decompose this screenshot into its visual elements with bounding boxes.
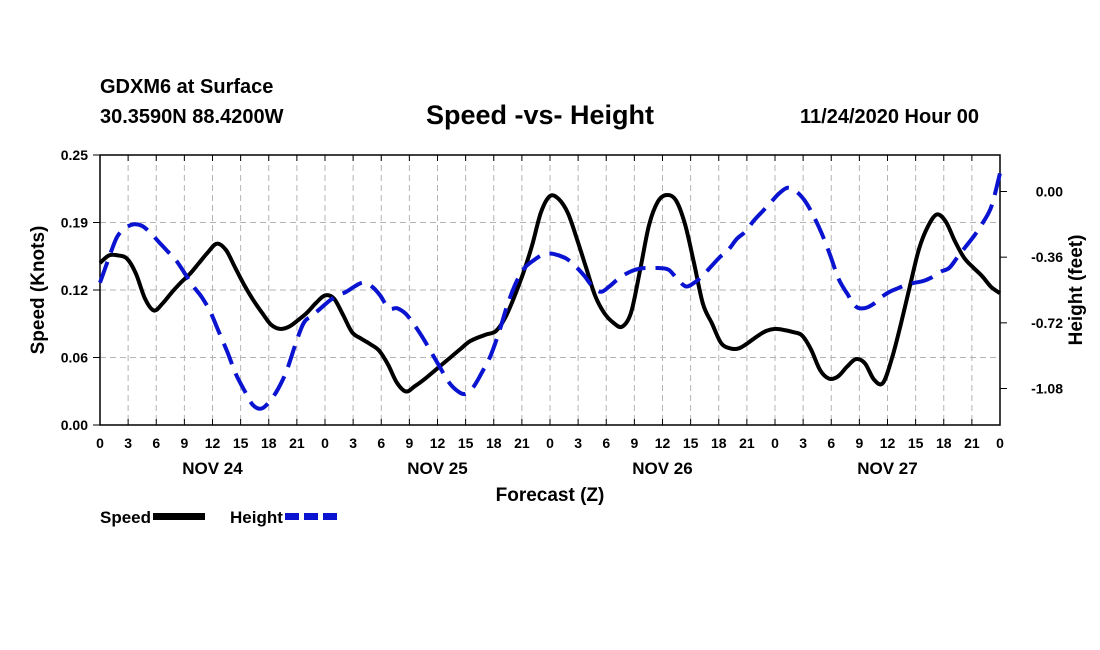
y-axis-title: Speed (Knots) <box>28 226 49 355</box>
speed-line <box>98 192 1002 394</box>
day-label: NOV 26 <box>632 459 692 478</box>
x-tick-label: 21 <box>964 435 980 451</box>
x-tick-label: 9 <box>180 435 188 451</box>
y2-axis-title: Height (feet) <box>1066 235 1087 346</box>
forecast-datetime: 11/24/2020 Hour 00 <box>800 106 980 128</box>
x-axis-title: Forecast (Z) <box>496 485 605 506</box>
x-tick-label: 21 <box>514 435 530 451</box>
x-tick-label: 18 <box>711 435 727 451</box>
y-tick-label: 0.12 <box>61 282 88 298</box>
x-tick-label: 18 <box>486 435 502 451</box>
x-tick-label: 0 <box>771 435 779 451</box>
x-tick-label: 3 <box>349 435 357 451</box>
y2-tick-label: -1.08 <box>1031 381 1063 397</box>
legend-height-label: Height <box>230 508 283 527</box>
x-tick-label: 6 <box>152 435 160 451</box>
legend-speed: Speed <box>100 508 206 528</box>
legend-speed-label: Speed <box>100 508 152 527</box>
day-label: NOV 24 <box>182 459 243 478</box>
x-tick-label: 0 <box>96 435 104 451</box>
height-line <box>98 172 1002 411</box>
y-tick-label: 0.06 <box>61 350 88 366</box>
x-tick-label: 6 <box>602 435 610 451</box>
x-tick-label: 9 <box>405 435 413 451</box>
x-tick-label: 15 <box>908 435 924 451</box>
day-label: NOV 27 <box>857 459 917 478</box>
y-tick-label: 0.25 <box>61 147 88 163</box>
x-tick-label: 6 <box>827 435 835 451</box>
x-tick-label: 15 <box>683 435 699 451</box>
x-tick-label: 3 <box>799 435 807 451</box>
x-tick-label: 9 <box>630 435 638 451</box>
x-tick-label: 15 <box>233 435 249 451</box>
x-tick-label: 0 <box>546 435 554 451</box>
day-label: NOV 25 <box>407 459 467 478</box>
axis-ticks <box>93 154 1007 426</box>
x-tick-label: 9 <box>855 435 863 451</box>
axis-labels: 0 3 6 9 12 15 18 21 0 3 6 9 12 15 18 21 0 3 6 9 12 15 18 21 0 3 6 9… <box>28 147 1087 506</box>
series-lines <box>98 172 1002 411</box>
x-tick-label: 15 <box>458 435 474 451</box>
x-tick-label: 12 <box>430 435 446 451</box>
y2-tick-label: -0.36 <box>1031 249 1063 265</box>
x-tick-label: 0 <box>321 435 329 451</box>
x-tick-label: 6 <box>377 435 385 451</box>
legend-height: Height <box>230 508 337 528</box>
x-tick-label: 21 <box>739 435 755 451</box>
y2-tick-label: -0.72 <box>1031 315 1063 331</box>
legend-height-swatch <box>284 513 337 521</box>
station-label: GDXM6 at Surface <box>100 76 274 98</box>
x-tick-label: 18 <box>936 435 952 451</box>
x-tick-label: 0 <box>996 435 1004 451</box>
x-tick-label: 12 <box>655 435 671 451</box>
y-tick-label: 0.19 <box>61 215 88 231</box>
y-tick-label: 0.00 <box>61 417 88 433</box>
x-tick-label: 12 <box>205 435 221 451</box>
y2-tick-label: 0.00 <box>1036 183 1063 199</box>
x-tick-label: 3 <box>574 435 582 451</box>
coordinates-label: 30.3590N 88.4200W <box>100 106 284 128</box>
x-tick-label: 12 <box>880 435 896 451</box>
legend-speed-swatch <box>153 513 206 521</box>
x-tick-label: 21 <box>289 435 305 451</box>
x-tick-label: 3 <box>124 435 132 451</box>
chart-title: Speed -vs- Height <box>426 100 655 130</box>
x-tick-label: 18 <box>261 435 277 451</box>
